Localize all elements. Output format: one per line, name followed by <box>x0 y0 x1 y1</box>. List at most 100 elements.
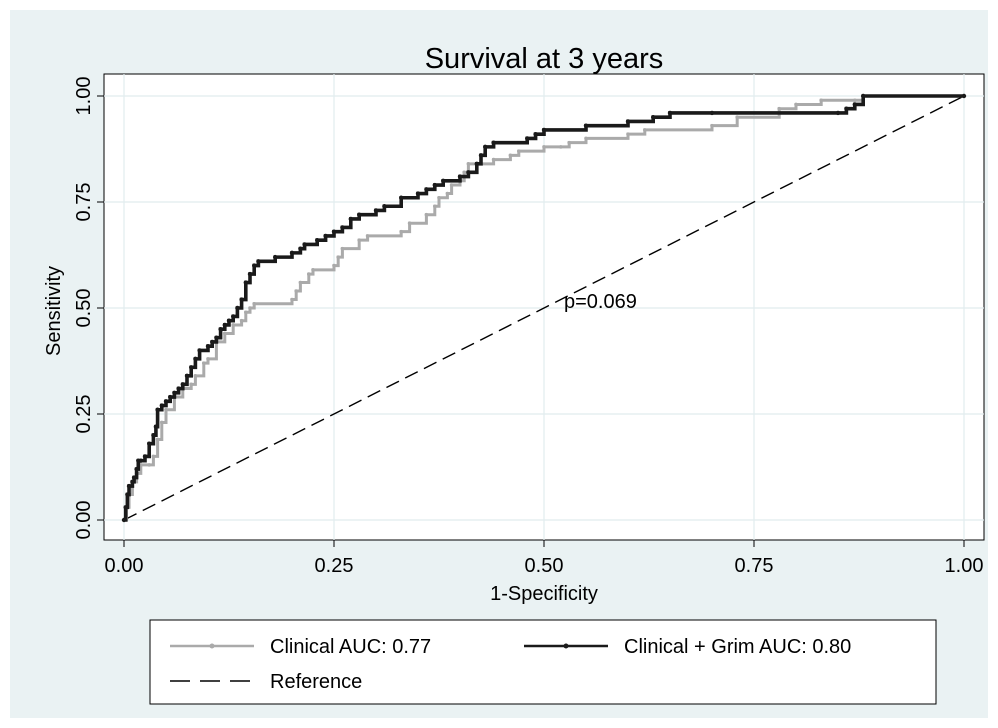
point-clinical-grim <box>239 297 244 302</box>
point-clinical-grim <box>214 335 219 340</box>
point-clinical-grim <box>399 195 404 200</box>
point-clinical <box>231 323 235 327</box>
point-clinical-grim <box>218 327 223 332</box>
point-clinical <box>407 221 412 225</box>
legend-item-clinical-grim: Clinical + Grim AUC: 0.80 <box>524 636 851 658</box>
point-clinical-grim <box>205 343 211 349</box>
point-clinical <box>626 132 630 136</box>
point-clinical-grim <box>289 250 295 256</box>
point-clinical <box>155 437 160 442</box>
chart-title: Survival at 3 years <box>425 43 664 75</box>
x-axis-title: 1-Specificity <box>490 583 598 605</box>
point-clinical-grim <box>153 424 159 429</box>
point-clinical <box>559 145 563 149</box>
point-clinical <box>449 183 454 187</box>
point-clinical-grim <box>474 161 479 167</box>
point-clinical <box>567 140 571 145</box>
point-clinical <box>777 106 781 111</box>
point-clinical <box>491 157 496 162</box>
point-clinical-grim <box>126 483 132 489</box>
point-clinical <box>466 162 471 166</box>
point-clinical <box>294 289 299 293</box>
point-clinical-grim <box>415 191 421 196</box>
y-tick-label: 0.00 <box>73 501 95 540</box>
point-clinical-grim <box>231 314 236 319</box>
point-clinical <box>584 136 588 141</box>
point-clinical <box>735 115 739 119</box>
point-clinical <box>332 263 336 268</box>
point-clinical <box>517 149 521 153</box>
point-clinical-grim <box>151 433 156 438</box>
point-clinical <box>151 454 156 459</box>
point-clinical-grim <box>123 505 128 510</box>
point-clinical-grim <box>348 216 353 222</box>
point-clinical <box>193 374 198 378</box>
point-clinical-grim <box>147 441 152 446</box>
point-clinical <box>336 255 341 259</box>
point-clinical-grim <box>222 322 227 328</box>
point-clinical <box>290 297 294 302</box>
point-clinical <box>252 301 256 306</box>
point-clinical <box>206 357 210 361</box>
point-clinical-grim <box>142 454 148 459</box>
point-clinical <box>239 318 244 323</box>
point-clinical-grim <box>835 110 841 116</box>
point-clinical-grim <box>159 403 164 408</box>
point-clinical-grim <box>172 390 177 395</box>
point-clinical <box>160 420 164 425</box>
point-clinical <box>445 191 450 196</box>
y-axis-title: Sensitivity <box>43 266 65 356</box>
point-clinical-grim <box>256 259 261 264</box>
point-clinical <box>357 238 362 242</box>
point-clinical-grim <box>373 208 379 213</box>
point-clinical-grim <box>121 517 127 523</box>
series-line-clinical <box>124 94 964 522</box>
point-clinical-grim <box>193 356 198 362</box>
point-clinical-grim <box>243 280 248 285</box>
point-clinical <box>307 272 311 276</box>
point-clinical-grim <box>163 399 169 404</box>
point-clinical <box>819 98 823 103</box>
point-clinical-grim <box>315 237 320 243</box>
point-clinical-grim <box>176 386 181 391</box>
point-clinical-grim <box>667 110 673 116</box>
point-clinical-grim <box>525 136 530 141</box>
point-clinical <box>189 382 193 387</box>
point-clinical <box>147 463 151 467</box>
reference-line <box>123 95 965 521</box>
legend-item-clinical: Clinical AUC: 0.77 <box>170 636 431 658</box>
point-clinical-grim <box>541 127 547 133</box>
point-clinical-grim <box>323 233 328 239</box>
point-clinical-grim <box>247 271 253 277</box>
point-clinical-grim <box>625 119 631 124</box>
legend-label: Clinical AUC: 0.77 <box>270 636 431 658</box>
x-tick-label: 1.00 <box>945 555 984 577</box>
point-clinical <box>433 204 437 209</box>
point-clinical-grim <box>357 212 362 217</box>
point-clinical-grim <box>331 229 337 234</box>
legend-label: Clinical + Grim AUC: 0.80 <box>624 636 851 658</box>
point-clinical-grim <box>340 225 345 230</box>
point-clinical-grim <box>432 182 437 188</box>
point-clinical-grim <box>852 102 857 107</box>
point-clinical-grim <box>189 365 194 370</box>
point-clinical-grim <box>491 140 496 145</box>
p-value-annotation: p=0.069 <box>564 291 637 313</box>
point-clinical-grim <box>844 106 849 111</box>
point-clinical <box>365 234 370 238</box>
point-clinical-grim <box>583 123 589 128</box>
point-clinical-grim <box>138 458 143 463</box>
point-clinical-grim <box>155 407 160 412</box>
y-tick-label: 0.50 <box>73 289 95 328</box>
y-tick-label: 0.75 <box>73 183 95 222</box>
point-clinical-grim <box>457 174 463 179</box>
point-clinical-grim <box>184 373 190 379</box>
point-clinical <box>710 123 714 128</box>
legend-key-marker <box>563 643 569 649</box>
point-clinical-grim <box>197 348 202 353</box>
legend-item-reference: Reference <box>170 671 362 693</box>
point-clinical-grim <box>466 170 471 175</box>
point-clinical-grim <box>131 475 137 480</box>
point-clinical <box>508 153 513 158</box>
